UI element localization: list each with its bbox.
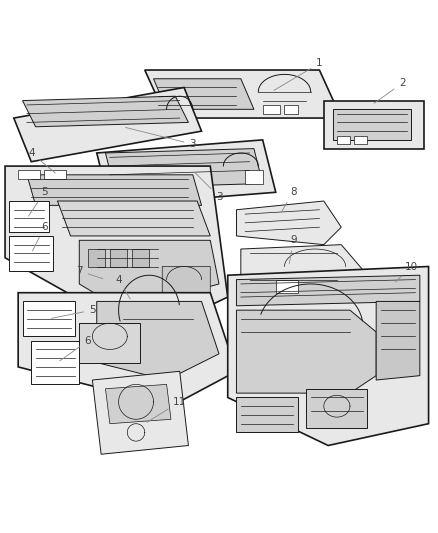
- Polygon shape: [18, 171, 40, 179]
- Polygon shape: [241, 245, 367, 293]
- Polygon shape: [79, 240, 219, 310]
- Polygon shape: [228, 266, 428, 446]
- Polygon shape: [44, 171, 66, 179]
- Polygon shape: [237, 398, 297, 432]
- Polygon shape: [22, 96, 188, 127]
- Polygon shape: [97, 140, 276, 205]
- Polygon shape: [57, 201, 210, 236]
- Polygon shape: [237, 275, 420, 306]
- Polygon shape: [145, 70, 341, 118]
- Polygon shape: [88, 249, 106, 266]
- Text: 3: 3: [126, 127, 196, 149]
- Polygon shape: [5, 166, 228, 336]
- Text: 6: 6: [32, 222, 48, 251]
- Polygon shape: [27, 175, 201, 205]
- Polygon shape: [324, 101, 424, 149]
- Polygon shape: [354, 135, 367, 144]
- Text: 8: 8: [282, 187, 297, 212]
- Text: 5: 5: [51, 305, 95, 318]
- Polygon shape: [132, 249, 149, 266]
- Polygon shape: [10, 201, 49, 231]
- Text: 4: 4: [28, 148, 55, 173]
- Text: 7: 7: [76, 266, 103, 279]
- Polygon shape: [245, 171, 263, 183]
- Text: 1: 1: [274, 59, 323, 91]
- Polygon shape: [237, 310, 376, 393]
- Text: 11: 11: [147, 397, 186, 422]
- Polygon shape: [92, 372, 188, 454]
- Polygon shape: [332, 109, 411, 140]
- Polygon shape: [18, 293, 237, 406]
- Polygon shape: [79, 323, 141, 362]
- Polygon shape: [337, 135, 350, 144]
- Polygon shape: [22, 302, 75, 336]
- Polygon shape: [162, 266, 210, 310]
- Text: 10: 10: [396, 262, 418, 282]
- Polygon shape: [263, 105, 280, 114]
- Text: 3: 3: [195, 172, 223, 201]
- Text: 6: 6: [60, 336, 92, 361]
- Polygon shape: [306, 389, 367, 428]
- Polygon shape: [10, 236, 53, 271]
- Polygon shape: [276, 280, 297, 293]
- Polygon shape: [14, 87, 201, 161]
- Polygon shape: [106, 149, 263, 188]
- Polygon shape: [376, 302, 420, 380]
- Text: 5: 5: [28, 187, 48, 216]
- Polygon shape: [153, 79, 254, 109]
- Text: 9: 9: [290, 235, 297, 264]
- Polygon shape: [110, 249, 127, 266]
- Polygon shape: [285, 105, 297, 114]
- Text: 2: 2: [374, 78, 406, 103]
- Polygon shape: [31, 341, 79, 384]
- Text: 4: 4: [115, 274, 130, 299]
- Polygon shape: [237, 201, 341, 245]
- Polygon shape: [97, 302, 219, 380]
- Polygon shape: [106, 384, 171, 424]
